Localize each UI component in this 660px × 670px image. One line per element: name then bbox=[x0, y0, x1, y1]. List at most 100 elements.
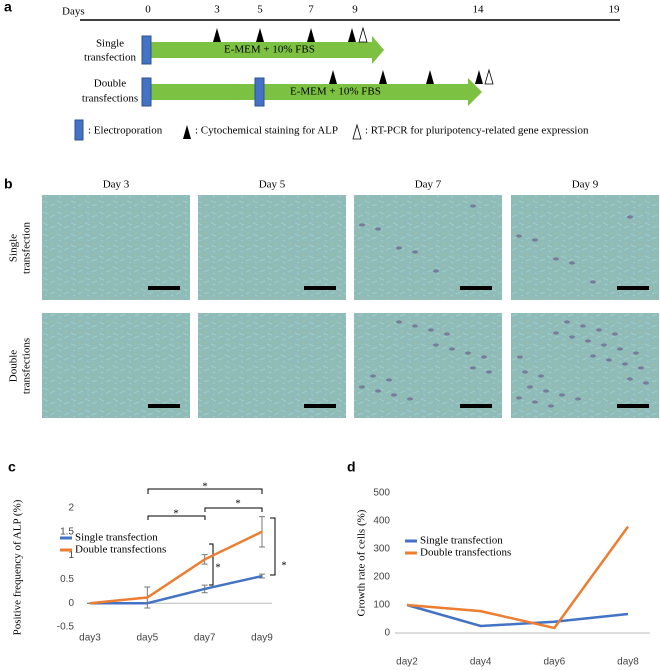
scale-bar bbox=[304, 286, 336, 290]
x-tick-label: day4 bbox=[470, 657, 492, 668]
row-label-group: Double transfections bbox=[8, 338, 33, 394]
stained-cell bbox=[433, 269, 439, 273]
y-tick-label: 300 bbox=[373, 544, 390, 555]
significance-mark: * bbox=[173, 508, 179, 520]
stained-cell bbox=[585, 339, 591, 343]
y-tick-label: 400 bbox=[373, 516, 390, 527]
panel-label: b bbox=[4, 176, 13, 192]
stained-cell bbox=[643, 381, 649, 385]
x-tick-label: day3 bbox=[79, 633, 101, 644]
staining-markers bbox=[183, 28, 483, 139]
row-label: transfection bbox=[84, 52, 136, 64]
stained-cell bbox=[465, 351, 471, 355]
electroporation bbox=[141, 35, 152, 65]
stained-cell bbox=[532, 238, 538, 242]
x-tick-label: day5 bbox=[136, 633, 158, 644]
legend-text: Double transfections bbox=[75, 544, 166, 556]
scale-bar bbox=[304, 404, 336, 408]
timeline-panel: a Days Single transfection Double transf… bbox=[4, 0, 620, 141]
scale-bar bbox=[148, 404, 180, 408]
y-tick-label: 1 bbox=[68, 550, 74, 561]
legend-text: : RT-PCR for pluripotency-related gene e… bbox=[365, 125, 589, 137]
row-label-group: Single transfection bbox=[8, 222, 33, 274]
y-tick-label: 200 bbox=[373, 572, 390, 583]
micrograph bbox=[42, 313, 190, 418]
electroporation bbox=[254, 77, 265, 107]
micrograph bbox=[511, 195, 659, 300]
column-label: Day 5 bbox=[259, 179, 286, 191]
stained-cell bbox=[412, 324, 418, 328]
stained-cell bbox=[633, 351, 639, 355]
stained-cell bbox=[569, 261, 575, 265]
stained-cell bbox=[412, 250, 418, 254]
legend-text: : Electroporation bbox=[88, 125, 163, 137]
stained-cell bbox=[522, 370, 528, 374]
stained-cell bbox=[627, 215, 633, 219]
series-line bbox=[90, 574, 263, 605]
stained-cell bbox=[569, 335, 575, 339]
micrograph bbox=[354, 195, 502, 300]
day-label: 14 bbox=[473, 4, 485, 16]
y-tick-label: 0 bbox=[68, 598, 74, 609]
scale-bar bbox=[617, 286, 649, 290]
stained-cell bbox=[638, 366, 644, 370]
y-axis-label: Growth rate of cells (%) bbox=[356, 509, 368, 616]
stained-cell bbox=[517, 355, 523, 359]
stained-cell bbox=[375, 227, 381, 231]
y-tick-label: 500 bbox=[373, 488, 390, 499]
micrograph bbox=[198, 313, 346, 418]
y-tick-label: 0.5 bbox=[60, 574, 74, 585]
scale-bar bbox=[460, 286, 492, 290]
row-label: transfection bbox=[21, 222, 33, 274]
stained-cell bbox=[553, 257, 559, 261]
stained-cell bbox=[470, 366, 476, 370]
stained-cell bbox=[596, 328, 602, 332]
legend-text: Single transfection bbox=[420, 535, 503, 547]
micrograph bbox=[198, 195, 346, 300]
stained-cell bbox=[449, 347, 455, 351]
significance-mark: * bbox=[235, 498, 241, 510]
stained-cell bbox=[396, 320, 402, 324]
legend-swatch bbox=[74, 119, 84, 141]
y-tick-label: 0 bbox=[384, 628, 390, 639]
stained-cell bbox=[470, 204, 476, 208]
panel-label: c bbox=[8, 459, 16, 475]
stained-cell bbox=[590, 354, 596, 358]
stained-cell bbox=[375, 389, 381, 393]
chart-d: d Growth rate of cells (%) 0 100 200 300 400 50… bbox=[347, 459, 650, 668]
y-tick-label: -0.5 bbox=[57, 622, 75, 633]
stained-cell bbox=[444, 332, 450, 336]
stained-cell bbox=[532, 400, 538, 404]
stained-cell bbox=[543, 389, 549, 393]
stained-cell bbox=[428, 328, 434, 332]
row-label: Single bbox=[8, 234, 20, 262]
chart-c: c Positive frequency of ALP (%) -0.5 0 0.5 1 1… bbox=[8, 459, 287, 644]
stained-cell bbox=[481, 355, 487, 359]
stained-cell bbox=[407, 397, 413, 401]
rtpcr-markers bbox=[352, 26, 494, 140]
day-label: 9 bbox=[352, 4, 358, 16]
electroporation bbox=[141, 77, 152, 107]
stained-cell bbox=[486, 370, 492, 374]
stained-cell bbox=[580, 324, 586, 328]
stained-cell bbox=[548, 404, 554, 408]
scale-bar bbox=[617, 404, 649, 408]
y-tick-label: 2 bbox=[68, 503, 74, 514]
legend-text: : Cytochemical staining for ALP bbox=[195, 125, 338, 137]
x-tick-label: day2 bbox=[396, 657, 418, 668]
row-label: Double bbox=[8, 350, 20, 383]
medium-arrow bbox=[151, 36, 384, 64]
significance-mark: * bbox=[281, 560, 287, 572]
scale-bar bbox=[460, 404, 492, 408]
medium-label: E-MEM + 10% FBS bbox=[224, 44, 315, 56]
stained-cell bbox=[559, 393, 565, 397]
stained-cell bbox=[516, 234, 522, 238]
medium-arrow bbox=[151, 78, 482, 106]
stained-cell bbox=[575, 397, 581, 401]
day-label: 7 bbox=[308, 4, 314, 16]
row-label: transfections bbox=[82, 93, 138, 105]
panel-label: d bbox=[347, 459, 356, 475]
x-tick-label: day6 bbox=[543, 657, 565, 668]
stained-cell bbox=[391, 393, 397, 397]
